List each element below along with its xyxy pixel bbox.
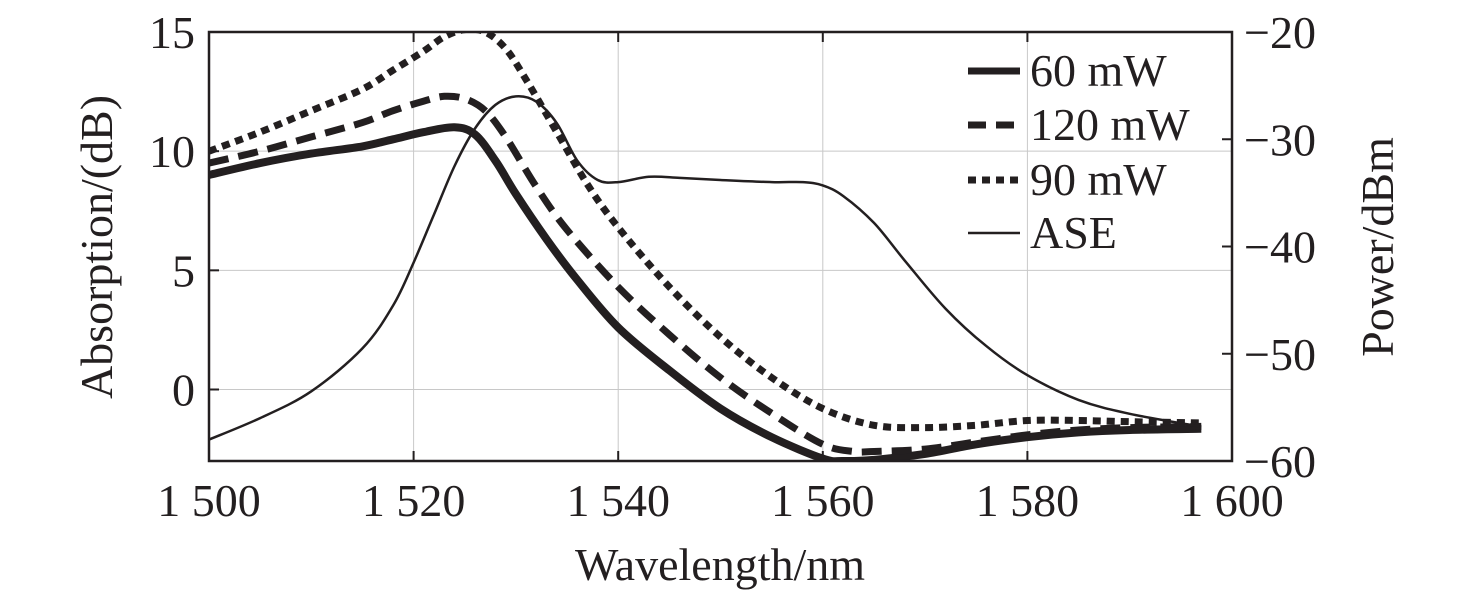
y-right-axis-title: Power/dBm bbox=[1352, 137, 1403, 357]
y-right-tick-label: −50 bbox=[1244, 329, 1316, 380]
legend-label-120mw: 120 mW bbox=[1030, 99, 1190, 150]
x-tick-label: 1 520 bbox=[362, 475, 466, 526]
axis-ticks bbox=[208, 31, 1233, 462]
legend-label-60mw: 60 mW bbox=[1030, 45, 1167, 96]
series-line-90mw bbox=[209, 32, 1202, 432]
y-left-axis-title: Absorption/(dB) bbox=[71, 95, 122, 399]
x-tick-labels: 1 500 1 520 1 540 1 560 1 580 1 600 bbox=[157, 475, 1284, 526]
y-left-tick-label: 15 bbox=[149, 7, 195, 58]
y-left-tick-label: 0 bbox=[172, 365, 195, 416]
series-line-60mw bbox=[209, 123, 1202, 461]
x-tick-label: 1 580 bbox=[976, 475, 1080, 526]
series-line-ase bbox=[209, 95, 1202, 441]
y-right-tick-label: −30 bbox=[1244, 114, 1316, 165]
series-line-120mw bbox=[209, 92, 1202, 456]
legend: 60 mW 120 mW 90 mW ASE bbox=[968, 45, 1190, 258]
x-tick-label: 1 540 bbox=[566, 475, 670, 526]
data-series bbox=[209, 32, 1202, 461]
y-left-tick-label: 5 bbox=[172, 245, 195, 296]
y-left-tick-label: 10 bbox=[149, 126, 195, 177]
y-right-tick-labels: −60 −50 −40 −30 −20 bbox=[1244, 7, 1316, 487]
grid-lines bbox=[209, 32, 1232, 461]
x-tick-label: 1 500 bbox=[157, 475, 261, 526]
x-tick-label: 1 600 bbox=[1180, 475, 1284, 526]
y-right-tick-label: −60 bbox=[1244, 436, 1316, 487]
legend-label-90mw: 90 mW bbox=[1030, 154, 1167, 205]
x-axis-title: Wavelength/nm bbox=[575, 539, 865, 590]
y-right-tick-label: −40 bbox=[1244, 222, 1316, 273]
legend-label-ase: ASE bbox=[1030, 207, 1117, 258]
x-tick-label: 1 560 bbox=[771, 475, 875, 526]
y-right-tick-label: −20 bbox=[1244, 7, 1316, 58]
y-left-tick-labels: 0 5 10 15 bbox=[149, 7, 195, 416]
